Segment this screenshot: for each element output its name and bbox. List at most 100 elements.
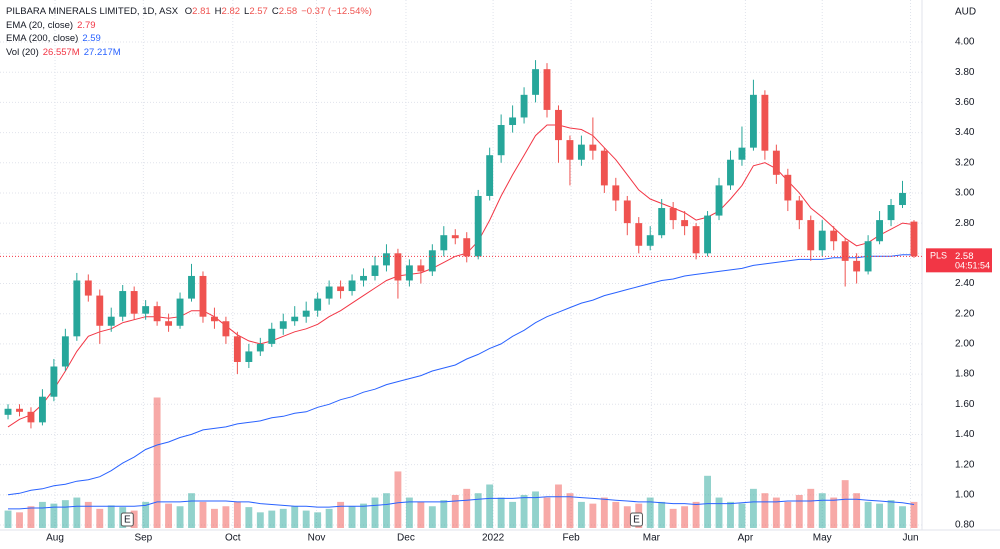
candle-body	[153, 306, 161, 322]
candle-body	[440, 235, 448, 251]
candle-body	[199, 275, 207, 317]
candle-body	[451, 235, 459, 239]
volume-bar	[681, 506, 689, 528]
candle-body	[314, 298, 322, 311]
event-label: E	[124, 515, 131, 526]
indicator-row: EMA (200, close) 2.59	[6, 32, 380, 46]
candle-body	[188, 275, 195, 299]
volume-bar	[795, 494, 803, 528]
x-tick-label: Sep	[134, 533, 152, 544]
indicator-value: 26.557M	[42, 46, 80, 58]
candle-body	[738, 147, 746, 160]
y-tick-label: 3.80	[955, 67, 975, 78]
c-label: C	[271, 6, 279, 17]
volume-bar	[566, 493, 574, 528]
volume-bar	[899, 506, 906, 528]
candle-body	[612, 185, 620, 201]
candle-body	[853, 260, 861, 272]
volume-bar	[130, 510, 138, 528]
candle-body	[566, 140, 574, 160]
y-tick-label: 1.80	[955, 369, 975, 380]
volume-bar	[291, 506, 299, 528]
volume-ma-line	[8, 496, 915, 510]
y-tick-label: 2.80	[955, 218, 975, 229]
x-tick-label: Aug	[46, 533, 64, 544]
indicator-value: 27.217M	[83, 46, 121, 58]
y-tick-label: 1.40	[955, 429, 975, 440]
candle-body	[325, 286, 333, 299]
candle-body	[428, 250, 436, 272]
candle-body	[50, 366, 58, 397]
y-tick-label: 2.40	[955, 278, 975, 289]
volume-bar	[600, 497, 608, 528]
volume-bar	[451, 494, 459, 528]
volume-bar	[715, 497, 723, 528]
candle-body	[589, 144, 597, 151]
candle-body	[715, 185, 723, 216]
y-tick-label: 3.40	[955, 127, 975, 138]
candle-body	[887, 205, 895, 221]
volume-bar	[738, 503, 746, 528]
candle-body	[532, 69, 539, 95]
volume-bar	[428, 506, 436, 528]
l-value: 2.57	[249, 6, 268, 17]
volume-bar	[784, 501, 792, 528]
candle-body	[704, 215, 711, 254]
candle-body	[302, 310, 310, 317]
y-tick-label: 1.00	[955, 489, 975, 500]
ohlc: O2.81 H2.82 L2.57 C2.58 −0.37 (−12.54%)	[185, 6, 376, 17]
candle-body	[337, 286, 345, 292]
candle-body	[107, 316, 115, 326]
candle-body	[268, 328, 276, 344]
volume-bar	[910, 501, 918, 528]
candle-body	[497, 125, 505, 156]
volume-bar	[142, 501, 150, 528]
candle-body	[463, 238, 471, 257]
candle-body	[761, 94, 769, 151]
candle-body	[646, 235, 654, 246]
candle-body	[772, 150, 780, 175]
volume-bar	[818, 493, 826, 528]
volume-bar	[96, 508, 104, 528]
candle-body	[818, 230, 826, 251]
volume-bar	[486, 484, 494, 528]
volume-bar	[222, 506, 230, 528]
candle-body	[635, 223, 643, 246]
volume-bar	[325, 508, 333, 528]
y-tick-label: 1.60	[955, 399, 975, 410]
x-tick-label: Dec	[397, 533, 415, 544]
y-tick-label: 2.20	[955, 308, 975, 319]
candle-body	[520, 94, 528, 118]
y-tick-label: 2.00	[955, 339, 975, 350]
candle-body	[16, 408, 23, 412]
indicator-row: EMA (20, close) 2.79	[6, 19, 380, 33]
candle-body	[360, 275, 367, 281]
candle-body	[142, 306, 150, 314]
volume-bar	[646, 497, 654, 528]
candle-body	[176, 298, 184, 326]
volume-bar	[887, 500, 895, 528]
volume-bar	[577, 501, 585, 528]
candle-body	[84, 280, 92, 296]
volume-bar	[440, 500, 448, 528]
candle-body	[371, 265, 379, 276]
volume-bar	[509, 501, 517, 528]
candle-body	[130, 291, 138, 314]
candle-body	[727, 159, 734, 186]
candle-body	[830, 230, 838, 242]
volume-bar	[830, 497, 838, 528]
candle-body	[749, 94, 757, 148]
volume-bar	[543, 497, 551, 528]
y-tick-label: 1.20	[955, 459, 975, 470]
event-label: E	[633, 515, 640, 526]
h-label: H	[214, 6, 222, 17]
volume-bar	[520, 494, 528, 528]
candle-body	[383, 253, 390, 266]
volume-bar	[727, 501, 734, 528]
header: PILBARA MINERALS LIMITED, 1D, ASX O2.81 H…	[6, 5, 380, 19]
volume-bar	[4, 510, 12, 528]
x-tick-label: May	[813, 533, 832, 544]
volume-bar	[417, 501, 425, 528]
volume-bar	[692, 501, 700, 528]
